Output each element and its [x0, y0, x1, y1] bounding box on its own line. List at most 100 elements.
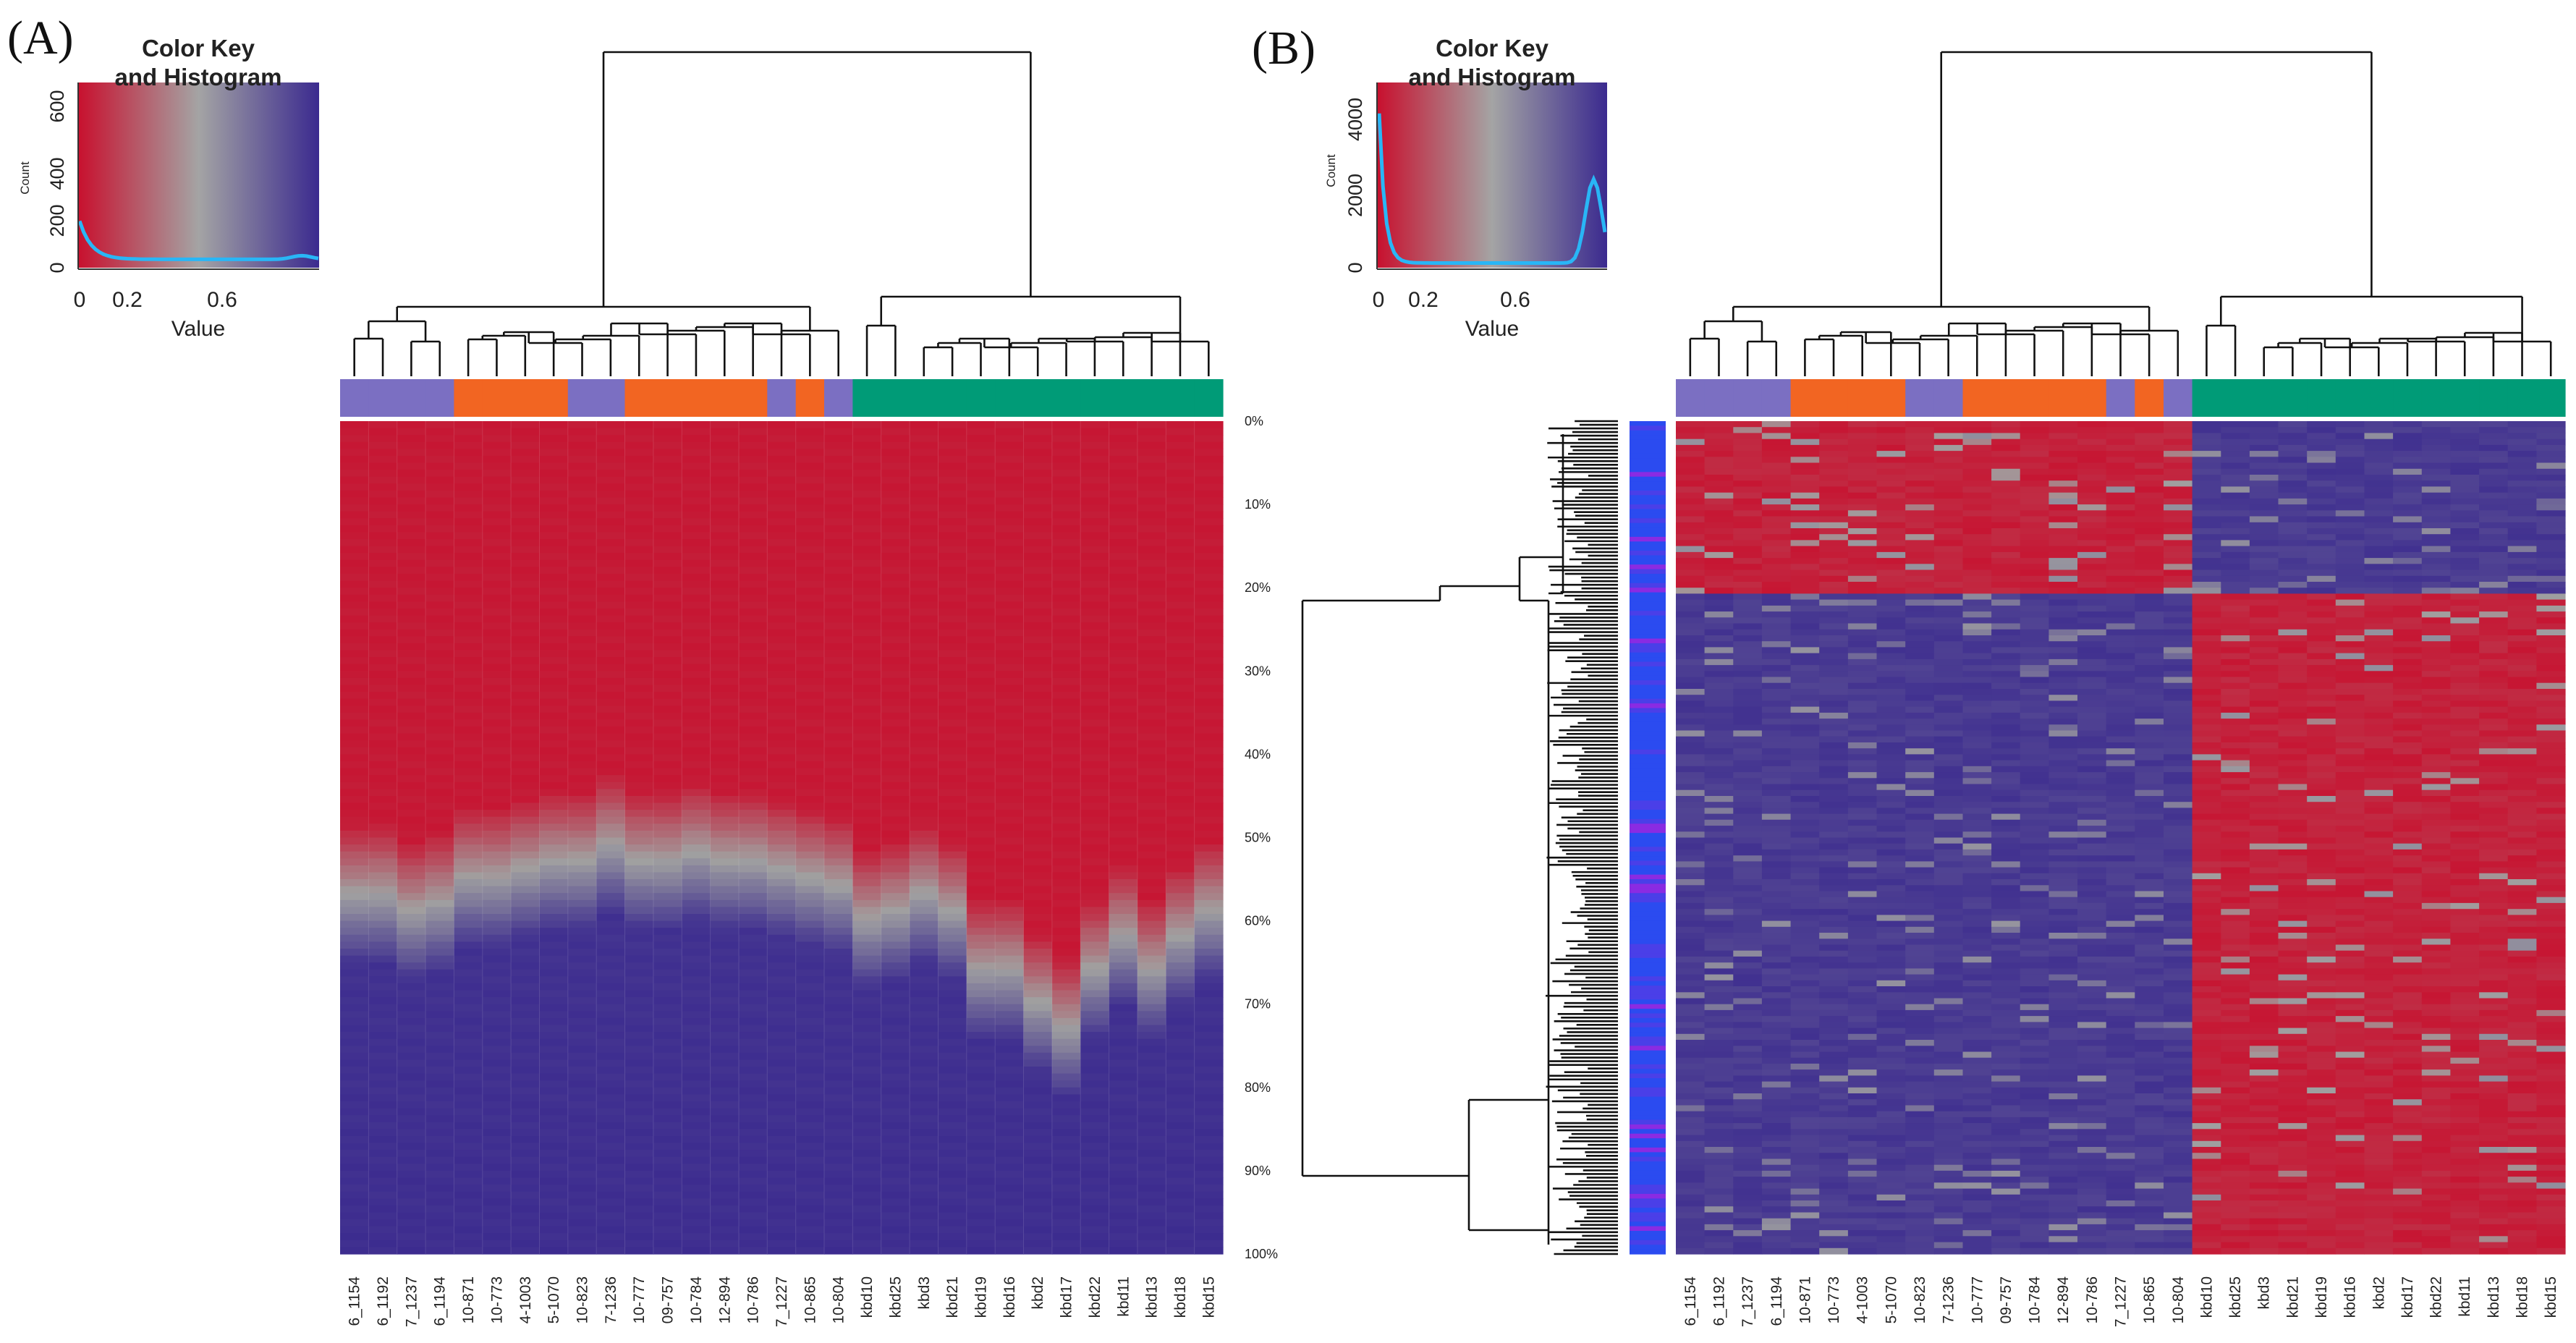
heatmap-cell	[682, 1032, 711, 1040]
heatmap-cell	[624, 1032, 654, 1040]
heatmap-cell	[539, 449, 569, 457]
group-color-cell	[2020, 379, 2049, 417]
heatmap-cell	[824, 1135, 853, 1144]
heatmap-cell	[852, 726, 882, 734]
heatmap-cell	[881, 685, 910, 692]
heatmap-cell	[1023, 1046, 1053, 1054]
heatmap-cell	[397, 1247, 426, 1255]
heatmap-cell	[511, 698, 541, 706]
heatmap-cell	[881, 1025, 910, 1033]
heatmap-cell	[1109, 1129, 1138, 1137]
heatmap-cell	[1080, 781, 1110, 789]
heatmap-cell	[767, 928, 797, 936]
heatmap-cell	[910, 664, 939, 672]
heatmap-cell	[624, 1094, 654, 1102]
heatmap-cell	[1905, 451, 1935, 457]
heatmap-cell	[795, 844, 825, 852]
heatmap-cell	[938, 664, 967, 672]
heatmap-cell	[1166, 650, 1195, 658]
heatmap-cell	[539, 664, 569, 672]
heatmap-cell	[966, 976, 996, 984]
heatmap-cell	[1080, 490, 1110, 499]
heatmap-cell	[1194, 1226, 1224, 1234]
heatmap-cell	[1109, 914, 1138, 922]
heatmap-cell	[1876, 564, 1906, 571]
heatmap-cell	[1676, 826, 1706, 832]
heatmap-cell	[482, 1185, 512, 1192]
heatmap-cell	[1819, 1218, 1849, 1225]
heatmap-cell	[1819, 796, 1849, 802]
heatmap-cell	[682, 428, 711, 436]
heatmap-cell	[995, 567, 1025, 575]
heatmap-cell	[482, 997, 512, 1005]
heatmap-cell	[710, 990, 740, 998]
heatmap-cell	[1023, 657, 1053, 665]
heatmap-cell	[567, 802, 597, 810]
heatmap-cell	[995, 441, 1025, 449]
group-color-cell	[1962, 379, 1992, 417]
heatmap-cell	[1137, 1038, 1166, 1046]
heatmap-cell	[995, 810, 1025, 818]
heatmap-cell	[881, 907, 910, 915]
heatmap-cell	[1023, 1170, 1053, 1179]
heatmap-cell	[454, 1185, 483, 1192]
heatmap-cell	[682, 712, 711, 721]
heatmap-cell	[682, 879, 711, 887]
heatmap-cell	[596, 781, 626, 789]
heatmap-cell	[368, 629, 398, 637]
heatmap-cell	[1819, 754, 1849, 761]
heatmap-cell	[682, 899, 711, 907]
heatmap-cell	[1080, 907, 1110, 915]
heatmap-cell	[1023, 1233, 1053, 1241]
heatmap-cell	[1733, 772, 1763, 779]
heatmap-cell	[1137, 768, 1166, 776]
heatmap-cell	[596, 1087, 626, 1095]
group-color-cell	[2421, 379, 2451, 417]
group-color-cell	[653, 379, 682, 417]
heatmap-cell	[1676, 1164, 1706, 1172]
heatmap-cell	[966, 789, 996, 797]
heatmap-cell	[1676, 956, 1706, 963]
heatmap-cell	[1761, 1016, 1792, 1022]
heatmap-cell	[368, 879, 398, 887]
heatmap-cell	[1733, 926, 1763, 933]
heatmap-cell	[1790, 695, 1820, 701]
heatmap-cell	[1819, 1087, 1849, 1094]
heatmap-cell	[454, 1017, 483, 1026]
heatmap-cell	[596, 1080, 626, 1088]
heatmap-cell	[1761, 980, 1792, 987]
heatmap-cell	[739, 1191, 768, 1199]
heatmap-cell	[852, 886, 882, 894]
heatmap-cell	[340, 983, 369, 991]
heatmap-cell	[1023, 990, 1053, 998]
heatmap-cell	[454, 1233, 483, 1241]
heatmap-cell	[425, 823, 455, 831]
heatmap-cell	[425, 997, 455, 1005]
heatmap-cell	[852, 920, 882, 928]
heatmap-cell	[1676, 719, 1706, 725]
heatmap-cell	[682, 511, 711, 519]
heatmap-cell	[1704, 462, 1734, 470]
heatmap-cell	[767, 1080, 797, 1088]
heatmap-cell	[739, 532, 768, 540]
heatmap-cell	[1194, 955, 1224, 963]
heatmap-cell	[368, 1240, 398, 1247]
heatmap-cell	[1051, 677, 1081, 686]
heatmap-cell	[767, 941, 797, 949]
heatmap-cell	[539, 712, 569, 721]
heatmap-cell	[710, 428, 740, 436]
heatmap-cell	[852, 983, 882, 991]
heatmap-cell	[567, 1135, 597, 1144]
heatmap-cell	[966, 983, 996, 991]
heatmap-cell	[340, 449, 369, 457]
heatmap-cell	[1905, 623, 1935, 630]
heatmap-cell	[795, 490, 825, 499]
group-color-cell	[2364, 379, 2394, 417]
heatmap-cell	[653, 594, 682, 602]
heatmap-cell	[454, 941, 483, 949]
heatmap-cell	[824, 1240, 853, 1247]
heatmap-cell	[1109, 1087, 1138, 1095]
heatmap-cell	[482, 657, 512, 665]
heatmap-cell	[1790, 926, 1820, 933]
heatmap-cell	[1761, 855, 1792, 862]
